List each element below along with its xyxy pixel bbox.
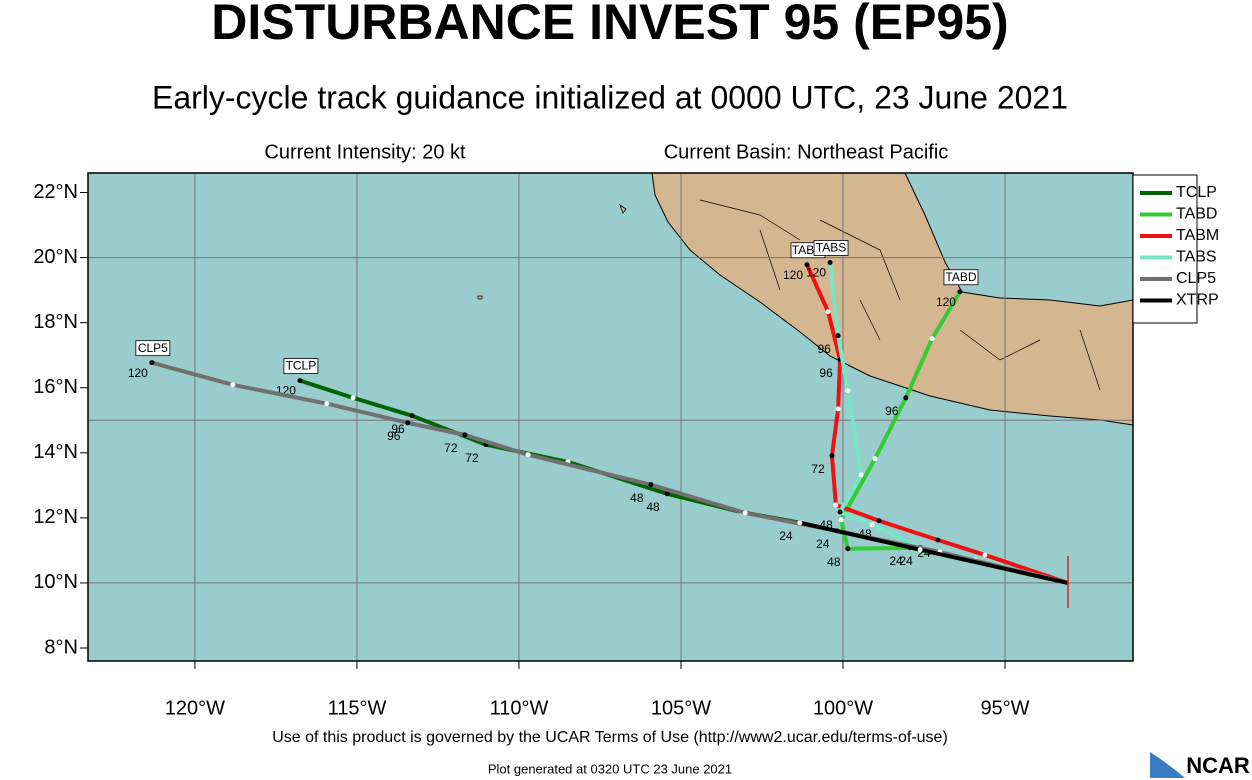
track-point [982,552,988,558]
track-point [929,336,935,342]
forecast-hour-label: 120 [128,366,148,380]
track-point [957,289,963,295]
basin: Current Basin: Northeast Pacific [664,141,949,163]
track-point [858,472,864,478]
legend-label: TCLP [1176,184,1217,201]
legend-label: TABD [1176,206,1217,223]
track-point [838,517,844,523]
track-point [230,382,236,388]
forecast-hour-label: 24 [816,537,830,551]
track-name-box [283,358,319,374]
x-tick-label: 100°W [813,697,873,719]
x-tick-label: 115°W [328,697,387,719]
forecast-hour-label: 24 [889,554,903,568]
forecast-hour-label: 96 [885,404,899,418]
track-point [149,360,155,366]
grid [80,173,1133,669]
y-tick-label: 8°N [44,636,78,658]
forecast-hour-label: 120 [783,268,803,282]
forecast-hour-label: 72 [465,451,479,465]
track-point [409,413,415,419]
track-name: TABS [816,241,846,255]
track-name: TCLP [286,359,317,373]
track-point [869,522,875,528]
track-point [297,378,303,384]
intensity: Current Intensity: 20 kt [264,141,466,163]
track-point [837,509,843,515]
ocean [88,173,1133,661]
track-point [829,453,835,459]
x-tick-label: 120°W [165,697,225,719]
track-line [805,263,1069,585]
track-point [324,401,330,407]
track-point [804,262,810,268]
track-point [664,491,670,497]
legend-label: XTRP [1176,292,1219,309]
track-point [845,388,851,394]
tracks: 24 48 72 96 120 TCLP 24 48 96 120 TABD 24 48 72 96 120 T… [128,240,1069,585]
y-tick-label: 12°N [33,506,78,528]
track-point [835,406,841,412]
forecast-hour-label: 24 [899,554,913,568]
map-frame [87,172,1134,662]
footer: Use of this product is governed by the U… [272,729,948,746]
y-tick-label: 16°N [33,376,78,398]
forecast-hour-label: 72 [811,462,825,476]
track-point [825,309,831,315]
forecast-hour-label: 96 [819,366,833,380]
track-point [935,537,941,543]
track-name: TABD [945,270,976,284]
x-tick-label: 105°W [651,697,711,719]
forecast-hour-label: 120 [936,295,956,309]
legend [1132,174,1198,324]
y-tick-label: 10°N [33,571,78,593]
logo: NCAR [1186,753,1250,778]
track-point [835,333,841,339]
legend-items: TCLP TABD TABM TABS CLP5 XTRP [1140,184,1219,309]
track-point [903,395,909,401]
forecast-hour-label: 120 [806,266,826,280]
track-name-box [943,269,979,286]
track-point [462,432,468,438]
y-tick-label: 18°N [33,311,78,333]
generated: Plot generated at 0320 UTC 23 June 2021 [488,761,732,776]
forecast-hour-label: 96 [817,342,831,356]
y-tick-label: 14°N [33,441,78,463]
track-point [827,259,833,265]
track-name-box [135,340,171,357]
track-point [876,518,882,524]
forecast-hour-label: 48 [827,555,841,569]
x-tick-label: 95°W [980,697,1029,719]
y-tick-label: 20°N [33,246,78,268]
chart-title: DISTURBANCE INVEST 95 (EP95) [211,0,1008,50]
forecast-hour-label: 72 [444,441,458,455]
forecast-hour-label: 96 [391,422,405,436]
track-point [833,502,839,508]
x-tick-label: 110°W [490,697,549,719]
track-name: CLP5 [138,341,168,355]
forecast-hour-label: 96 [387,429,401,443]
track-point [525,452,531,458]
track-point [648,482,654,488]
chart-subtitle: Early-cycle track guidance initialized a… [152,79,1068,115]
track-point [405,420,411,426]
legend-label: TABS [1176,249,1217,266]
forecast-hour-label: 48 [630,491,644,505]
track-point [742,510,748,516]
forecast-hour-label: 48 [646,500,660,514]
track-point [845,546,851,552]
legend-label: TABM [1176,227,1219,244]
track-name-box [813,240,849,256]
legend-label: CLP5 [1176,270,1216,287]
track-point [350,395,356,401]
y-tick-label: 22°N [33,181,78,203]
forecast-hour-label: 24 [779,529,793,543]
logo-mark [1150,752,1185,778]
track-point [917,547,923,553]
track-point [797,520,803,526]
track-point [872,456,878,462]
